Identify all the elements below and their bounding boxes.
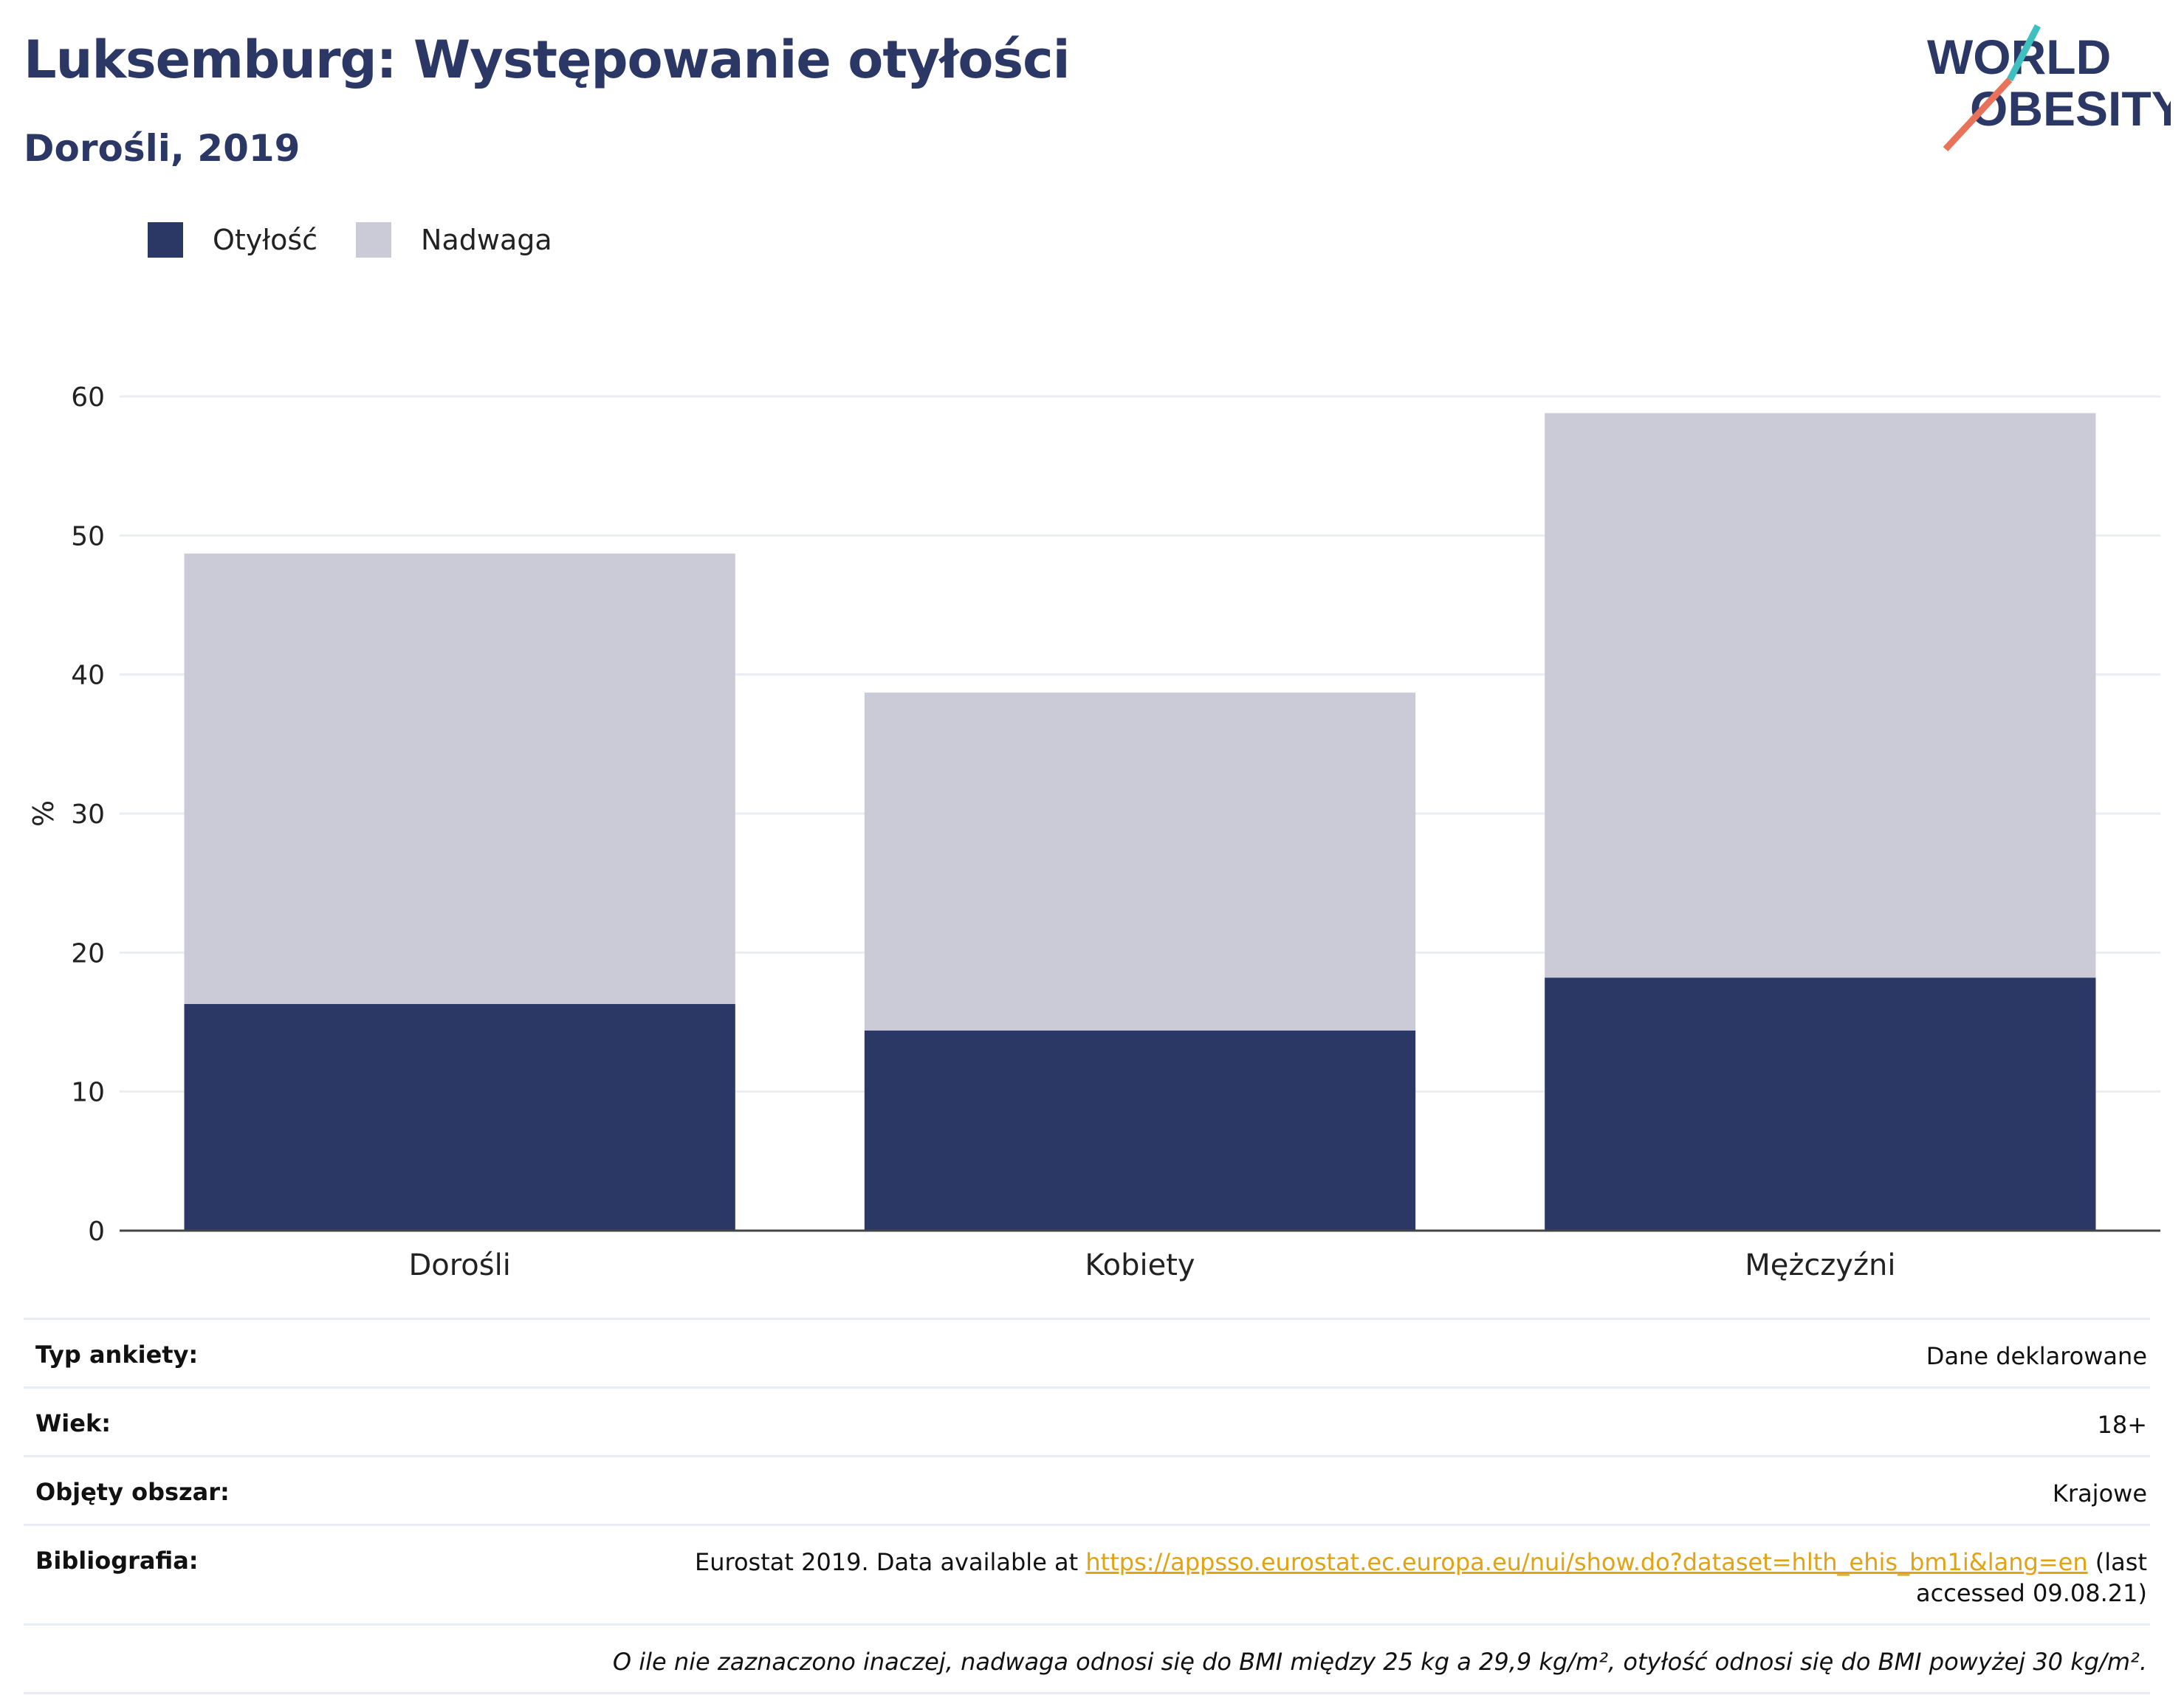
legend-swatch-obesity	[148, 222, 183, 258]
legend-item-overweight: Nadwaga	[356, 222, 552, 258]
coverage-label: Objęty obszar:	[35, 1478, 230, 1506]
y-tick-label: 0	[88, 1217, 105, 1247]
x-tick-label: Dorośli	[408, 1248, 510, 1282]
y-tick-label: 30	[71, 800, 105, 830]
bibliography-value: Eurostat 2019. Data available at https:/…	[597, 1547, 2150, 1609]
y-tick-label: 60	[71, 382, 105, 413]
y-tick-label: 50	[71, 521, 105, 551]
bar-overweight-0	[184, 553, 735, 1005]
y-tick-label: 10	[71, 1078, 105, 1108]
bar-overweight-1	[864, 692, 1416, 1031]
info-row-survey-type: Typ ankiety: Dane deklarowane	[24, 1318, 2150, 1386]
bar-overweight-2	[1545, 413, 2096, 978]
world-obesity-logo: WORLD OBESITY	[1927, 24, 2171, 152]
legend-label-overweight: Nadwaga	[421, 224, 552, 256]
info-table: Typ ankiety: Dane deklarowane Wiek: 18+ …	[24, 1318, 2150, 1694]
survey-type-label: Typ ankiety:	[35, 1341, 199, 1369]
x-tick-label: Kobiety	[1085, 1248, 1195, 1282]
legend-item-obesity: Otyłość	[148, 222, 317, 258]
y-axis-label: %	[27, 800, 60, 827]
stacked-bar-chart: 0 10 20 30 40 50 60% Dorośli Kobiety Mężczyźni	[27, 382, 2160, 1282]
chart-legend: Otyłość Nadwaga	[148, 221, 591, 258]
x-tick-label: Mężczyźni	[1745, 1248, 1895, 1282]
bar-obesity-1	[864, 1030, 1416, 1231]
chart-title: Luksemburg: Występowanie otyłości	[24, 30, 1071, 90]
coverage-value: Krajowe	[2052, 1479, 2147, 1507]
info-row-note: O ile nie zaznaczono inaczej, nadwaga od…	[24, 1623, 2150, 1694]
bibliography-suffix: (last accessed 09.08.21)	[1916, 1548, 2147, 1607]
bibliography-link[interactable]: https://appsso.eurostat.ec.europa.eu/nui…	[1085, 1548, 2088, 1576]
y-tick-label: 20	[71, 938, 105, 969]
bibliography-label: Bibliografia:	[35, 1547, 199, 1575]
bibliography-prefix: Eurostat 2019. Data available at	[695, 1548, 1086, 1576]
legend-swatch-overweight	[356, 222, 392, 258]
bar-obesity-0	[184, 1004, 735, 1231]
info-row-age: Wiek: 18+	[24, 1386, 2150, 1455]
age-label: Wiek:	[35, 1409, 111, 1437]
definition-note: O ile nie zaznaczono inaczej, nadwaga od…	[612, 1648, 2147, 1676]
legend-label-obesity: Otyłość	[213, 224, 318, 256]
info-row-coverage: Objęty obszar: Krajowe	[24, 1455, 2150, 1524]
logo-slash-teal	[2007, 24, 2041, 82]
survey-type-value: Dane deklarowane	[1926, 1342, 2147, 1370]
info-row-bibliography: Bibliografia: Eurostat 2019. Data availa…	[24, 1524, 2150, 1623]
age-value: 18+	[2097, 1411, 2147, 1439]
logo-slash-coral	[1943, 77, 2013, 152]
bar-obesity-2	[1545, 977, 2096, 1231]
chart-subtitle: Dorośli, 2019	[24, 127, 301, 170]
y-tick-label: 40	[71, 661, 105, 691]
